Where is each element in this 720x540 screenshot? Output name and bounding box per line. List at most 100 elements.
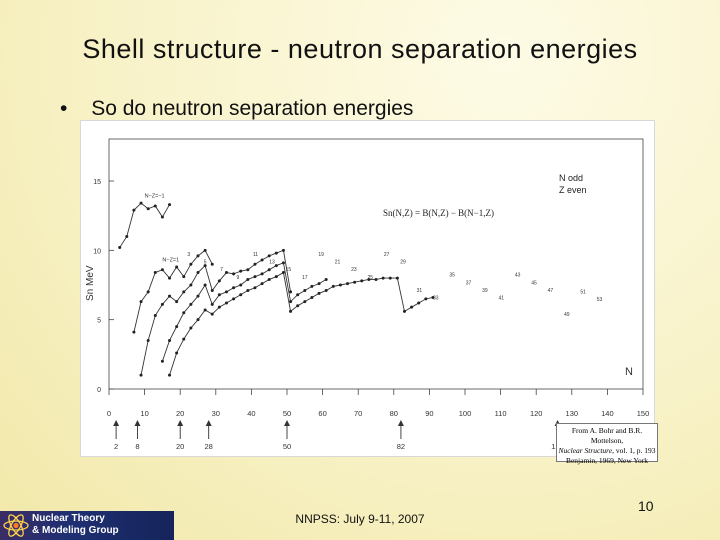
data-point <box>118 246 122 250</box>
data-point <box>360 279 364 283</box>
data-point <box>189 302 193 306</box>
credit-line-3: Benjamin, 1969, New York <box>565 456 649 465</box>
data-point <box>289 300 293 304</box>
data-point <box>296 304 300 308</box>
data-point <box>160 302 164 306</box>
series-label: 13 <box>269 260 275 266</box>
y-tick-label: 10 <box>93 248 101 255</box>
data-point <box>239 283 243 287</box>
data-point <box>203 308 207 312</box>
magic-arrow-head <box>284 420 290 426</box>
data-point <box>267 254 271 258</box>
y-tick-label: 15 <box>93 179 101 186</box>
data-point <box>353 280 357 284</box>
footer-text: NNPSS: July 9-11, 2007 <box>295 512 425 526</box>
data-point <box>196 318 200 322</box>
series-label: 7 <box>220 267 223 273</box>
data-point <box>310 284 314 288</box>
credit-book-title: Nuclear Structure <box>558 446 613 455</box>
data-point <box>139 373 143 377</box>
data-point <box>246 268 250 272</box>
group-logo: Nuclear Theory & Modeling Group <box>0 511 174 540</box>
series-label: N−Z=1 <box>162 257 179 263</box>
x-tick-label: 120 <box>530 409 543 418</box>
data-point <box>431 295 435 299</box>
note-n-odd: N odd <box>559 173 583 183</box>
series-label: 23 <box>351 267 357 273</box>
magic-arrow-head <box>205 420 212 426</box>
data-point <box>274 264 278 268</box>
data-point <box>253 286 257 290</box>
series-label: 49 <box>564 312 570 318</box>
data-point <box>203 248 207 252</box>
data-point <box>210 262 214 266</box>
data-point <box>196 294 200 298</box>
magic-number-label: 20 <box>176 442 184 451</box>
data-point <box>189 326 193 330</box>
series-label: 53 <box>597 297 603 303</box>
data-point <box>310 295 314 299</box>
y-tick-label: 5 <box>97 318 101 325</box>
series-label: 17 <box>302 275 308 281</box>
data-point <box>267 277 271 281</box>
data-point <box>146 207 150 211</box>
data-point <box>253 262 257 266</box>
data-point <box>367 277 371 281</box>
logo-line-1: Nuclear Theory <box>32 513 105 524</box>
series-label: 29 <box>400 260 406 266</box>
data-point <box>324 277 328 281</box>
series-line-1 <box>133 249 213 333</box>
series-label: 15 <box>286 267 292 273</box>
data-point <box>210 302 214 306</box>
data-point <box>139 201 143 205</box>
data-point <box>395 276 399 280</box>
data-point <box>168 203 172 207</box>
data-point <box>210 289 214 293</box>
data-point <box>189 283 193 287</box>
logo-line-2: & Modeling Group <box>32 525 119 536</box>
data-point <box>338 283 342 287</box>
data-point <box>168 338 172 342</box>
data-point <box>182 290 186 294</box>
page-number: 10 <box>638 498 654 514</box>
series-label: 9 <box>236 275 239 281</box>
data-point <box>260 272 264 276</box>
data-point <box>232 286 236 290</box>
data-point <box>153 271 157 275</box>
note-z-even: Z even <box>559 185 587 195</box>
data-point <box>175 300 179 304</box>
data-point <box>281 248 285 252</box>
data-point <box>381 276 385 280</box>
data-point <box>289 290 293 294</box>
x-tick-label: 10 <box>140 409 148 418</box>
data-point <box>132 208 136 212</box>
series-label: 41 <box>498 296 504 302</box>
data-point <box>239 293 243 297</box>
data-point <box>260 282 264 286</box>
data-point <box>189 262 193 266</box>
bullet-item: • So do neutron separation energies <box>60 97 413 121</box>
credit-line-1: From A. Bohr and B.R. Mottelson, <box>571 426 643 445</box>
series-label: 3 <box>187 252 190 258</box>
magic-number-label: 8 <box>135 442 139 451</box>
magic-number-label: 82 <box>397 442 405 451</box>
data-point <box>281 271 285 275</box>
data-point <box>317 282 321 286</box>
series-label: 21 <box>335 260 341 266</box>
data-point <box>246 289 250 293</box>
data-point <box>182 337 186 341</box>
x-tick-label: 100 <box>459 409 472 418</box>
x-tick-label: 110 <box>495 409 507 418</box>
data-point <box>132 330 136 334</box>
data-point <box>224 301 228 305</box>
series-label: 51 <box>580 289 586 295</box>
data-point <box>182 311 186 315</box>
magic-arrow-head <box>397 420 404 426</box>
series-label: 45 <box>531 280 537 286</box>
slide-title: Shell structure - neutron separation ene… <box>82 34 638 64</box>
magic-number-label: 28 <box>205 442 213 451</box>
data-point <box>239 269 243 273</box>
data-point <box>260 258 264 262</box>
magic-arrow-head <box>134 420 141 426</box>
